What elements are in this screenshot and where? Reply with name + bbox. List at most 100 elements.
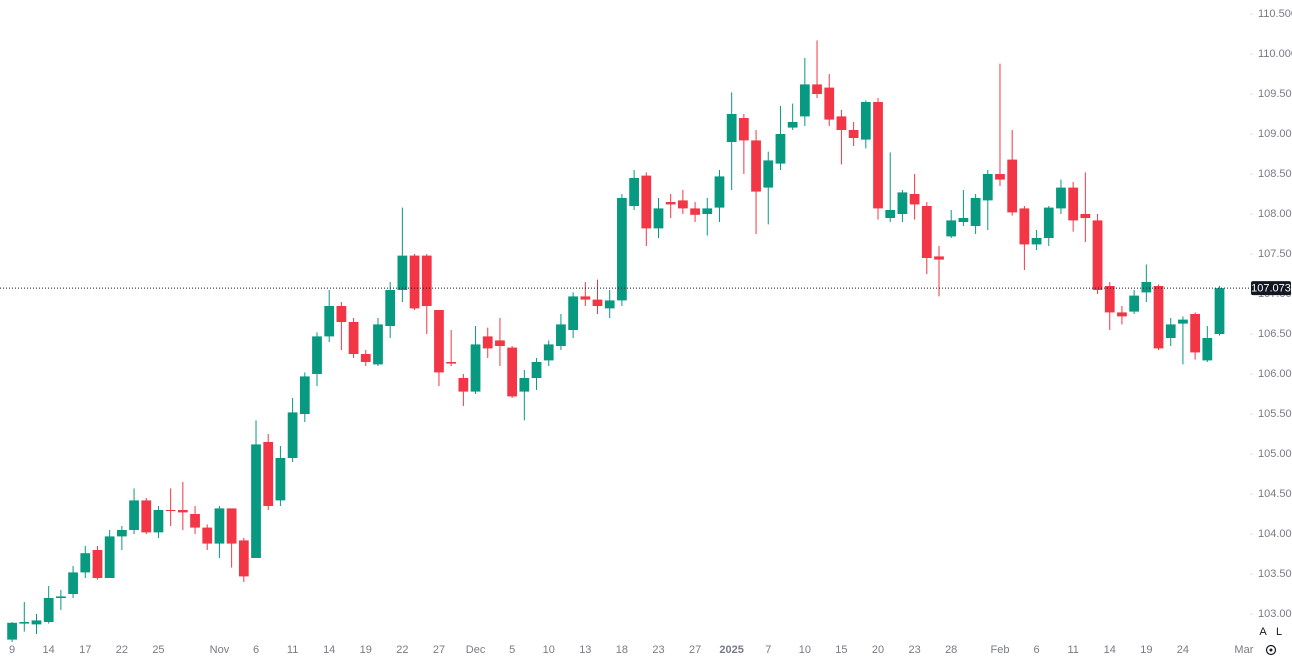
x-tick-label: 6	[253, 644, 259, 656]
candle-body	[446, 362, 457, 364]
candle-body	[702, 208, 713, 214]
candle-body	[141, 500, 152, 533]
candle-body	[556, 324, 566, 346]
candle-body	[263, 442, 274, 506]
candle-body	[738, 118, 749, 141]
x-tick-label: 2025	[719, 644, 743, 656]
x-tick-label: 22	[396, 644, 408, 656]
candle-body	[568, 296, 578, 330]
candle-body	[629, 178, 639, 206]
y-tick-label: 109.500	[1258, 88, 1292, 100]
price-tag	[1251, 281, 1291, 296]
candle-body	[1104, 286, 1115, 313]
x-tick-label: 14	[43, 644, 55, 656]
candle-body	[1202, 338, 1213, 361]
settings-icon-center	[1269, 648, 1273, 652]
x-tick-label: 19	[360, 644, 372, 656]
x-tick-label: Mar	[1234, 644, 1253, 656]
y-tick-label: 107.500	[1258, 248, 1292, 260]
candle-body	[799, 84, 810, 117]
x-tick-label: 14	[1104, 644, 1116, 656]
candle-body	[312, 336, 322, 374]
candle-body	[19, 622, 30, 624]
candle-body	[1080, 214, 1091, 218]
x-tick-label: Nov	[210, 644, 230, 656]
candle-body	[275, 458, 286, 501]
candle-body	[190, 514, 200, 528]
log-scale-button[interactable]: L	[1276, 626, 1282, 638]
candle-body	[104, 536, 115, 578]
x-tick-label: 13	[579, 644, 591, 656]
candle-body	[153, 510, 164, 533]
candle-body	[238, 540, 249, 577]
y-tick-label: 104.500	[1258, 488, 1292, 500]
candle-body	[92, 550, 103, 578]
candle-body	[1007, 159, 1018, 213]
candle-body	[1141, 282, 1152, 293]
x-tick-label: 10	[543, 644, 555, 656]
candles	[7, 40, 1225, 642]
y-tick-label: 104.000	[1258, 528, 1292, 540]
candle-body	[31, 620, 42, 625]
candle-body	[641, 175, 652, 229]
x-tick-label: 19	[1140, 644, 1152, 656]
candle-body	[470, 344, 481, 392]
candle-body	[787, 122, 798, 128]
candle-body	[678, 200, 688, 209]
candle-body	[982, 174, 993, 201]
candle-body	[1153, 286, 1164, 349]
candle-body	[970, 198, 981, 226]
candle-body	[397, 255, 408, 290]
candle-body	[1165, 324, 1176, 338]
candle-body	[324, 306, 335, 337]
y-tick-label: 108.000	[1258, 208, 1292, 220]
candle-body	[165, 510, 176, 511]
candle-body	[129, 500, 139, 530]
candle-body	[1031, 238, 1042, 245]
candle-body	[958, 218, 969, 222]
candle-body	[860, 102, 871, 140]
candle-body	[434, 310, 444, 373]
candle-body	[921, 206, 932, 258]
x-tick-label: 10	[799, 644, 811, 656]
candle-body	[763, 160, 774, 188]
candle-body	[495, 340, 505, 346]
candle-body	[665, 202, 676, 205]
candle-body	[653, 208, 664, 229]
candle-body	[287, 412, 298, 458]
settings-button[interactable]	[1265, 644, 1277, 656]
candle-body	[385, 290, 396, 326]
candle-body	[373, 324, 383, 365]
x-tick-label: 18	[616, 644, 628, 656]
y-tick-label: 106.500	[1258, 328, 1292, 340]
candle-body	[116, 530, 127, 537]
candle-body	[214, 508, 225, 544]
candle-body	[43, 598, 54, 622]
candle-body	[824, 87, 835, 120]
auto-scale-button[interactable]: A	[1259, 626, 1267, 638]
candle-body	[1190, 314, 1200, 353]
y-tick-label: 103.500	[1258, 568, 1292, 580]
y-tick-label: 105.000	[1258, 448, 1292, 460]
candle-body	[580, 296, 591, 300]
y-tick-label: 110.000	[1258, 48, 1292, 60]
candle-body	[1068, 187, 1079, 221]
candle-body	[946, 220, 957, 237]
x-tick-label: 20	[872, 644, 884, 656]
x-tick-label: 23	[908, 644, 920, 656]
x-tick-label: 7	[765, 644, 771, 656]
candle-body	[873, 102, 883, 209]
x-tick-label: 28	[945, 644, 957, 656]
candle-body	[7, 622, 17, 640]
candle-body	[909, 194, 920, 205]
y-tick-label: 108.500	[1258, 168, 1292, 180]
candle-body	[348, 322, 359, 354]
candle-body	[519, 378, 530, 392]
x-tick-label: 27	[433, 644, 445, 656]
candle-body	[1129, 295, 1140, 312]
candle-body	[934, 256, 944, 260]
candle-body	[80, 553, 91, 573]
x-tick-label: 22	[116, 644, 128, 656]
candle-body	[714, 176, 725, 208]
